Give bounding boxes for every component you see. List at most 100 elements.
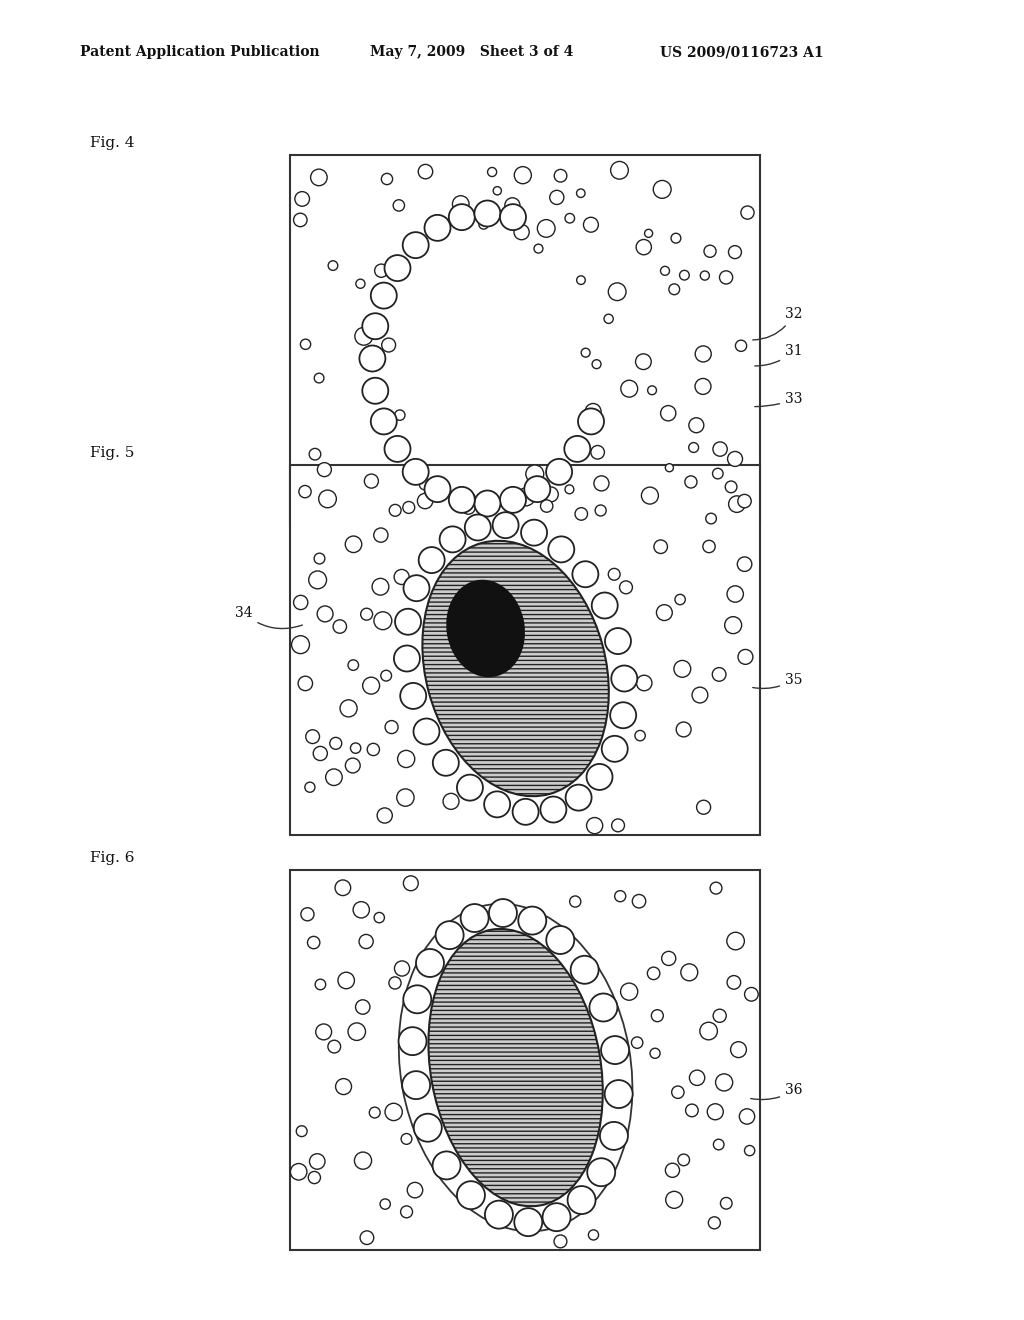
- Circle shape: [636, 354, 651, 370]
- Circle shape: [621, 380, 638, 397]
- Circle shape: [695, 379, 711, 395]
- Circle shape: [738, 495, 752, 508]
- Circle shape: [432, 1151, 461, 1179]
- Circle shape: [402, 232, 429, 259]
- Circle shape: [550, 190, 564, 205]
- Circle shape: [443, 793, 459, 809]
- Circle shape: [396, 789, 414, 807]
- Circle shape: [398, 1027, 427, 1055]
- Circle shape: [479, 219, 488, 230]
- Circle shape: [570, 956, 599, 983]
- Circle shape: [587, 1158, 615, 1187]
- Circle shape: [591, 446, 604, 459]
- Circle shape: [647, 385, 656, 395]
- Circle shape: [402, 502, 415, 513]
- Circle shape: [328, 1040, 341, 1053]
- Circle shape: [394, 645, 420, 672]
- Circle shape: [461, 492, 476, 507]
- Circle shape: [485, 1201, 513, 1229]
- Circle shape: [384, 255, 411, 281]
- Circle shape: [577, 189, 585, 198]
- Circle shape: [524, 477, 550, 502]
- Circle shape: [660, 405, 676, 421]
- Circle shape: [635, 730, 645, 741]
- Circle shape: [317, 462, 332, 477]
- Circle shape: [484, 792, 510, 817]
- Circle shape: [375, 264, 388, 277]
- Circle shape: [541, 500, 553, 512]
- Circle shape: [353, 902, 370, 917]
- Circle shape: [620, 581, 633, 594]
- Circle shape: [685, 477, 697, 488]
- Circle shape: [403, 876, 418, 891]
- Circle shape: [644, 230, 652, 238]
- Circle shape: [675, 594, 685, 605]
- Circle shape: [706, 513, 717, 524]
- Circle shape: [680, 271, 689, 280]
- Text: Fig. 6: Fig. 6: [90, 851, 134, 865]
- Circle shape: [703, 246, 716, 257]
- Circle shape: [354, 1152, 372, 1170]
- Circle shape: [355, 999, 370, 1014]
- Circle shape: [554, 1236, 567, 1247]
- Circle shape: [372, 578, 389, 595]
- Circle shape: [637, 676, 652, 690]
- Circle shape: [305, 783, 315, 792]
- Text: 36: 36: [751, 1084, 803, 1100]
- Circle shape: [309, 449, 321, 459]
- Circle shape: [500, 205, 526, 230]
- Circle shape: [400, 1206, 413, 1218]
- Circle shape: [689, 1071, 705, 1085]
- Circle shape: [315, 979, 326, 990]
- Circle shape: [345, 758, 360, 774]
- Circle shape: [381, 173, 392, 185]
- Circle shape: [368, 743, 380, 755]
- Circle shape: [713, 668, 726, 681]
- Circle shape: [666, 1163, 680, 1177]
- Text: Fig. 4: Fig. 4: [90, 136, 134, 150]
- Circle shape: [402, 1071, 430, 1100]
- Circle shape: [662, 952, 676, 965]
- Circle shape: [741, 206, 754, 219]
- Circle shape: [362, 677, 380, 694]
- Circle shape: [494, 186, 502, 195]
- Circle shape: [654, 540, 668, 553]
- Circle shape: [296, 1126, 307, 1137]
- Circle shape: [641, 487, 658, 504]
- Circle shape: [294, 595, 308, 610]
- Circle shape: [660, 267, 670, 276]
- Ellipse shape: [428, 929, 603, 1206]
- Circle shape: [600, 1122, 628, 1150]
- Circle shape: [575, 508, 588, 520]
- Circle shape: [348, 660, 358, 671]
- Circle shape: [419, 479, 430, 490]
- Circle shape: [577, 276, 586, 284]
- Circle shape: [314, 553, 325, 564]
- Circle shape: [318, 490, 336, 508]
- Circle shape: [418, 165, 433, 178]
- Circle shape: [521, 520, 547, 545]
- Circle shape: [681, 964, 697, 981]
- Circle shape: [380, 1199, 390, 1209]
- Circle shape: [317, 606, 333, 622]
- Circle shape: [729, 496, 745, 512]
- Circle shape: [425, 477, 451, 502]
- Circle shape: [514, 224, 529, 240]
- Text: Fig. 5: Fig. 5: [90, 446, 134, 459]
- Circle shape: [393, 199, 404, 211]
- Circle shape: [348, 1023, 366, 1040]
- Circle shape: [538, 219, 555, 238]
- Circle shape: [493, 512, 518, 539]
- Circle shape: [377, 808, 392, 824]
- Circle shape: [696, 800, 711, 814]
- Circle shape: [709, 1217, 720, 1229]
- Circle shape: [403, 576, 429, 601]
- Circle shape: [474, 201, 501, 227]
- Circle shape: [513, 799, 539, 825]
- Circle shape: [700, 271, 710, 280]
- Circle shape: [720, 271, 733, 284]
- Circle shape: [356, 279, 365, 288]
- Circle shape: [725, 480, 737, 492]
- Circle shape: [394, 569, 410, 585]
- Circle shape: [632, 895, 646, 908]
